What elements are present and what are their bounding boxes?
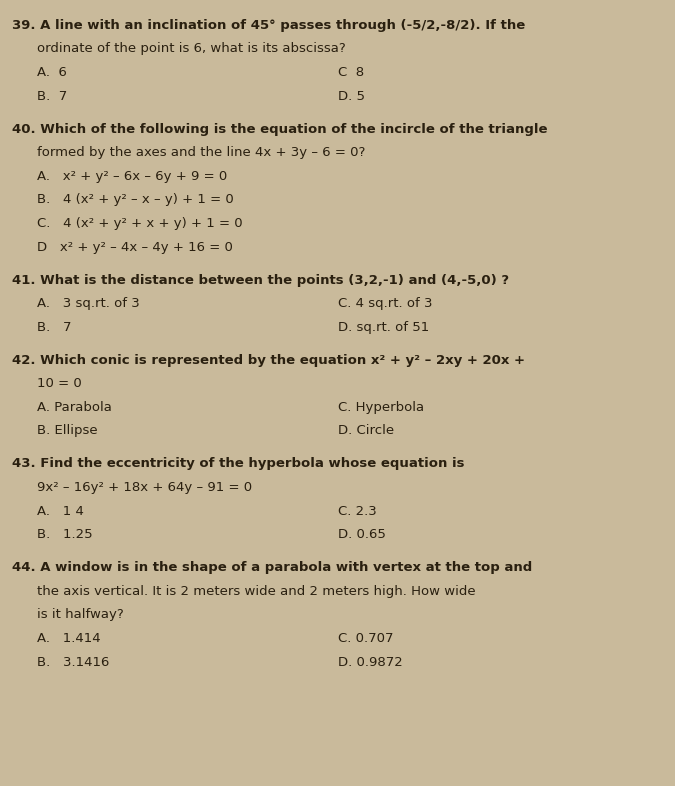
Text: D. 0.9872: D. 0.9872 xyxy=(338,656,402,669)
Text: A.   3 sq.rt. of 3: A. 3 sq.rt. of 3 xyxy=(37,297,140,310)
Text: D. 0.65: D. 0.65 xyxy=(338,528,385,542)
Text: 10 = 0: 10 = 0 xyxy=(37,377,82,391)
Text: formed by the axes and the line 4x + 3y – 6 = 0?: formed by the axes and the line 4x + 3y … xyxy=(37,146,365,160)
Text: D. 5: D. 5 xyxy=(338,90,364,103)
Text: C  8: C 8 xyxy=(338,66,364,79)
Text: B.   7: B. 7 xyxy=(37,321,72,334)
Text: 42. Which conic is represented by the equation x² + y² – 2xy + 20x +: 42. Which conic is represented by the eq… xyxy=(12,354,525,367)
Text: ordinate of the point is 6, what is its abscissa?: ordinate of the point is 6, what is its … xyxy=(37,42,346,56)
Text: 43. Find the eccentricity of the hyperbola whose equation is: 43. Find the eccentricity of the hyperbo… xyxy=(12,457,464,471)
Text: B.   1.25: B. 1.25 xyxy=(37,528,92,542)
Text: D   x² + y² – 4x – 4y + 16 = 0: D x² + y² – 4x – 4y + 16 = 0 xyxy=(37,241,233,254)
Text: B. Ellipse: B. Ellipse xyxy=(37,424,98,438)
Text: C. 4 sq.rt. of 3: C. 4 sq.rt. of 3 xyxy=(338,297,432,310)
Text: D. sq.rt. of 51: D. sq.rt. of 51 xyxy=(338,321,429,334)
Text: D. Circle: D. Circle xyxy=(338,424,394,438)
Text: 9x² – 16y² + 18x + 64y – 91 = 0: 9x² – 16y² + 18x + 64y – 91 = 0 xyxy=(37,481,252,494)
Text: 39. A line with an inclination of 45° passes through (-5/2,-8/2). If the: 39. A line with an inclination of 45° pa… xyxy=(12,19,525,32)
Text: 40. Which of the following is the equation of the incircle of the triangle: 40. Which of the following is the equati… xyxy=(12,123,547,136)
Text: C. Hyperbola: C. Hyperbola xyxy=(338,401,424,414)
Text: C. 0.707: C. 0.707 xyxy=(338,632,393,645)
Text: A.   1 4: A. 1 4 xyxy=(37,505,84,518)
Text: B.   3.1416: B. 3.1416 xyxy=(37,656,109,669)
Text: the axis vertical. It is 2 meters wide and 2 meters high. How wide: the axis vertical. It is 2 meters wide a… xyxy=(37,585,476,598)
Text: B.   4 (x² + y² – x – y) + 1 = 0: B. 4 (x² + y² – x – y) + 1 = 0 xyxy=(37,193,234,207)
Text: C.   4 (x² + y² + x + y) + 1 = 0: C. 4 (x² + y² + x + y) + 1 = 0 xyxy=(37,217,243,230)
Text: B.  7: B. 7 xyxy=(37,90,68,103)
Text: A.   x² + y² – 6x – 6y + 9 = 0: A. x² + y² – 6x – 6y + 9 = 0 xyxy=(37,170,227,183)
Text: A.   1.414: A. 1.414 xyxy=(37,632,101,645)
Text: A.  6: A. 6 xyxy=(37,66,67,79)
Text: 41. What is the distance between the points (3,2,-1) and (4,-5,0) ?: 41. What is the distance between the poi… xyxy=(12,274,509,287)
Text: C. 2.3: C. 2.3 xyxy=(338,505,376,518)
Text: is it halfway?: is it halfway? xyxy=(37,608,124,622)
Text: 44. A window is in the shape of a parabola with vertex at the top and: 44. A window is in the shape of a parabo… xyxy=(12,561,533,575)
Text: A. Parabola: A. Parabola xyxy=(37,401,112,414)
